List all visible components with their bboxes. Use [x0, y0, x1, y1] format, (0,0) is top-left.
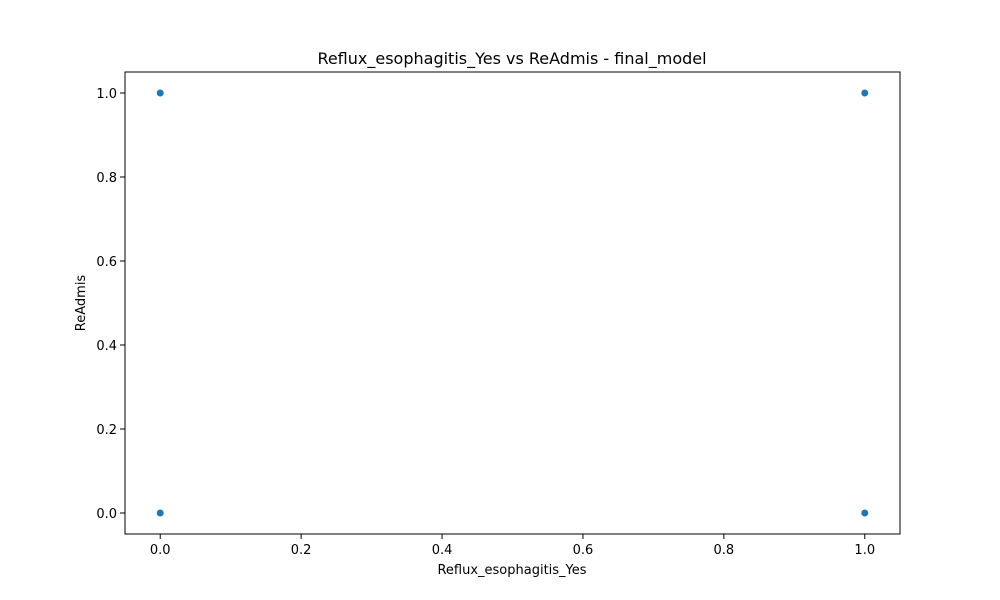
y-tick-label: 1.0	[96, 87, 117, 102]
y-tick-label: 0.0	[96, 507, 117, 522]
y-tick-label: 0.2	[96, 423, 117, 438]
x-tick-label: 0.4	[432, 543, 453, 558]
scatter-point	[860, 88, 869, 98]
y-tick-label: 0.6	[96, 255, 117, 270]
data-points	[156, 88, 869, 518]
y-tick-label: 0.8	[96, 171, 117, 186]
y-axis-label: ReAdmis	[74, 275, 89, 332]
x-tick-label: 0.2	[291, 543, 312, 558]
scatter-point	[860, 508, 869, 518]
x-axis-ticks: 0.0 0.2 0.4 0.6 0.8 1.0	[150, 534, 875, 558]
chart-title: Reflux_esophagitis_Yes vs ReAdmis - fina…	[317, 49, 706, 69]
x-tick-label: 1.0	[854, 543, 875, 558]
y-axis-ticks: 0.0 0.2 0.4 0.6 0.8 1.0	[96, 87, 125, 522]
scatter-point	[156, 508, 165, 518]
plot-area	[124, 71, 901, 535]
plot-frame	[124, 71, 901, 535]
x-tick-label: 0.6	[573, 543, 594, 558]
x-tick-label: 0.8	[714, 543, 735, 558]
x-tick-label: 0.0	[150, 543, 171, 558]
y-tick-label: 0.4	[96, 339, 117, 354]
scatter-point	[156, 88, 165, 98]
x-axis-label: Reflux_esophagitis_Yes	[437, 563, 586, 578]
